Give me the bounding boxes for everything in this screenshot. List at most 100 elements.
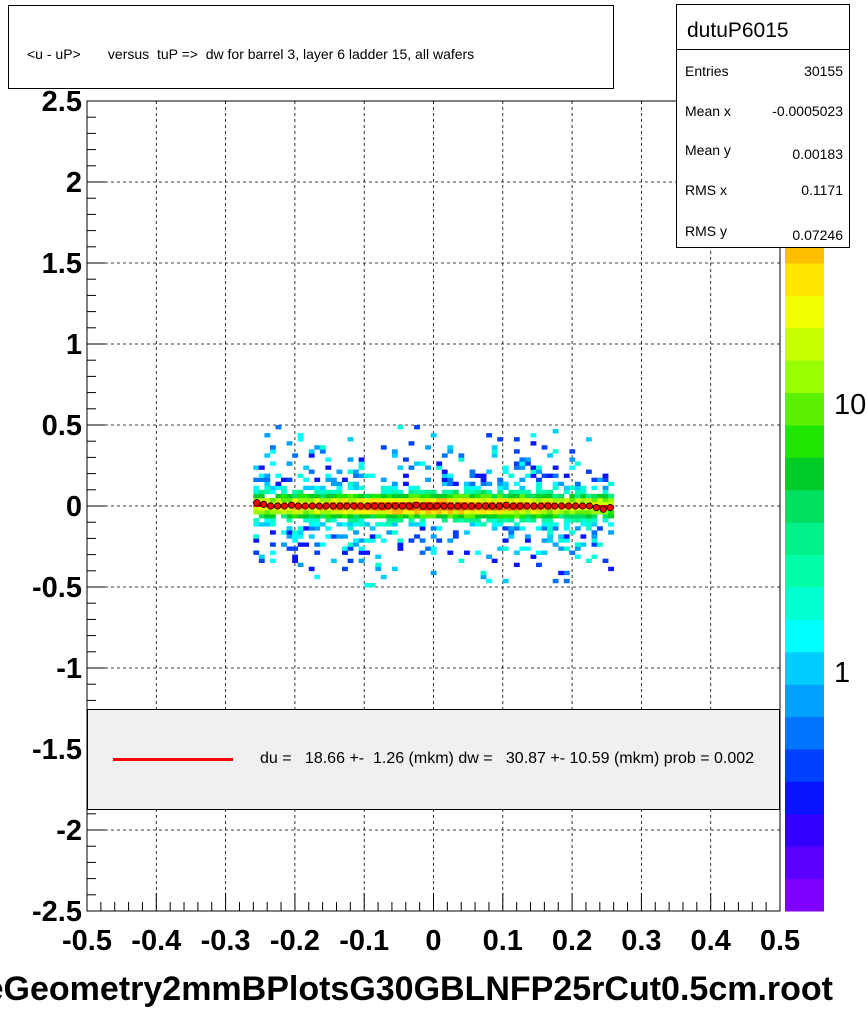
heatmap-cell xyxy=(524,514,531,519)
heatmap-cell xyxy=(530,493,537,499)
profile-point xyxy=(606,504,614,512)
heatmap-cell xyxy=(253,477,260,482)
heatmap-cell xyxy=(330,558,337,563)
heatmap-cell xyxy=(430,514,437,519)
heatmap-cell xyxy=(369,538,376,543)
heatmap-cell xyxy=(308,522,315,527)
heatmap-cell xyxy=(358,538,365,543)
heatmap-cell xyxy=(552,526,559,531)
heatmap-cell xyxy=(347,469,354,474)
heatmap-cell xyxy=(486,554,493,559)
heatmap-cell xyxy=(269,530,276,535)
heatmap-cell xyxy=(569,465,576,470)
heatmap-cell xyxy=(264,433,271,438)
heatmap-cell xyxy=(281,489,287,495)
heatmap-cell xyxy=(308,449,315,454)
heatmap-cell xyxy=(347,506,354,511)
heatmap-cell xyxy=(391,497,398,503)
heatmap-cell xyxy=(486,433,493,438)
heatmap-cell xyxy=(253,538,260,543)
heatmap-cell xyxy=(597,501,603,507)
y-tick-label: 1.5 xyxy=(42,248,82,280)
heatmap-cell xyxy=(558,510,565,515)
heatmap-cell xyxy=(591,542,598,547)
heatmap-cell xyxy=(452,518,459,523)
heatmap-cell xyxy=(253,518,260,523)
heatmap-cell xyxy=(602,493,609,499)
heatmap-cell xyxy=(480,522,487,527)
heatmap-cell xyxy=(269,514,276,519)
heatmap-cell xyxy=(519,489,526,495)
heatmap-cell xyxy=(502,481,509,487)
heatmap-cell xyxy=(447,445,454,450)
heatmap-cell xyxy=(519,485,526,491)
heatmap-cell xyxy=(563,570,570,576)
profile-point xyxy=(301,502,309,510)
heatmap-cell xyxy=(258,489,265,495)
heatmap-cell xyxy=(463,510,470,515)
heatmap-cell xyxy=(591,534,598,539)
heatmap-cell xyxy=(375,554,382,559)
heatmap-cell xyxy=(358,550,365,555)
color-scale-band xyxy=(785,263,824,296)
heatmap-cell xyxy=(536,493,542,499)
heatmap-cell xyxy=(253,485,260,491)
heatmap-cell xyxy=(469,510,476,515)
heatmap-cell xyxy=(552,522,559,527)
heatmap-cell xyxy=(347,546,354,551)
heatmap-cell xyxy=(563,518,570,523)
heatmap-cell xyxy=(286,493,293,499)
heatmap-cell xyxy=(558,497,565,503)
heatmap-cell xyxy=(281,510,287,515)
heatmap-cell xyxy=(369,473,376,478)
file-title-text: ceGeometry2mmBPlotsG30GBLNFP25rCut0.5cm.… xyxy=(0,970,833,1008)
heatmap-cell xyxy=(275,425,282,430)
heatmap-cell xyxy=(480,481,487,487)
heatmap-cell xyxy=(541,538,548,543)
heatmap-cell xyxy=(258,477,265,482)
y-tick-label: 1 xyxy=(66,329,82,361)
heatmap-cell xyxy=(513,461,520,466)
heatmap-cell xyxy=(447,538,454,543)
heatmap-cell xyxy=(297,489,304,495)
heatmap-cell xyxy=(419,518,426,523)
heatmap-cell xyxy=(308,493,315,499)
heatmap-cell xyxy=(541,497,548,503)
heatmap-cell xyxy=(297,542,304,547)
heatmap-cell xyxy=(536,562,542,568)
heatmap-cell xyxy=(308,453,315,458)
heatmap-cell xyxy=(513,506,520,511)
heatmap-cell xyxy=(513,465,520,470)
heatmap-cell xyxy=(513,562,520,568)
stats-value: -0.0005023 xyxy=(772,103,843,119)
heatmap-cell xyxy=(419,522,426,527)
heatmap-cell xyxy=(342,546,348,551)
heatmap-cell xyxy=(303,485,310,491)
heatmap-cell xyxy=(475,522,481,527)
heatmap-cell xyxy=(325,473,332,478)
heatmap-cell xyxy=(486,501,493,507)
stats-label: Mean x xyxy=(685,103,731,119)
heatmap-cell xyxy=(336,514,343,519)
heatmap-cell xyxy=(286,530,293,535)
heatmap-cell xyxy=(536,481,542,487)
y-axis: -2.5 -2 -1.5 -1 -0.5 0 0.5 1 1.5 2 2.5 xyxy=(32,86,105,928)
heatmap-cell xyxy=(391,522,398,527)
stats-label: RMS y xyxy=(685,223,727,239)
y-tick-label: -2.5 xyxy=(32,896,82,928)
heatmap-cell xyxy=(269,449,276,454)
heatmap-cell xyxy=(574,489,581,495)
heatmap-cell xyxy=(269,461,276,466)
heatmap-cell xyxy=(536,465,542,470)
heatmap-cell xyxy=(530,473,537,478)
heatmap-cell xyxy=(519,514,526,519)
heatmap-cell xyxy=(497,489,504,495)
heatmap-cell xyxy=(480,570,487,576)
heatmap-cell xyxy=(269,518,276,523)
heatmap-cell xyxy=(463,550,470,555)
heatmap-cell xyxy=(425,493,432,499)
heatmap-cell xyxy=(414,514,420,519)
heatmap-cell xyxy=(458,453,465,458)
profile-point xyxy=(599,505,607,513)
heatmap-cell xyxy=(463,493,470,499)
